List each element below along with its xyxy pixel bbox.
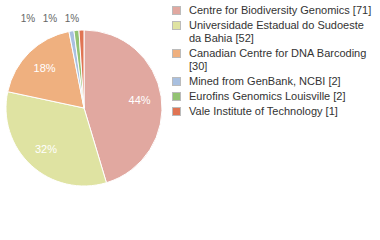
- html-text:Eurofins Genomics Louisville [: Eurofins Genomics Louisville [2]: [189, 90, 346, 102]
- svg-text:1%: 1%: [65, 13, 80, 24]
- svg-text:1%: 1%: [43, 13, 58, 24]
- html-text:Vale Institute of Technology [: Vale Institute of Technology [1]: [189, 105, 338, 117]
- svg-text:18%: 18%: [34, 62, 56, 74]
- svg-text:44%: 44%: [129, 94, 151, 106]
- svg-text:32%: 32%: [35, 143, 57, 155]
- html-text:Centre for Biodiversity Genomi: Centre for Biodiversity Genomics [71]: [189, 4, 372, 16]
- svg-text:1%: 1%: [21, 13, 36, 24]
- html-text:Canadian Centre for DNA Barcod: Canadian Centre for DNA Barcoding [30]: [189, 47, 367, 72]
- html-text:Mined from GenBank, NCBI [2]: Mined from GenBank, NCBI [2]: [189, 75, 341, 87]
- html-text:Universidade Estadual do Sudoe: Universidade Estadual do Sudoeste da Bah…: [189, 19, 364, 44]
